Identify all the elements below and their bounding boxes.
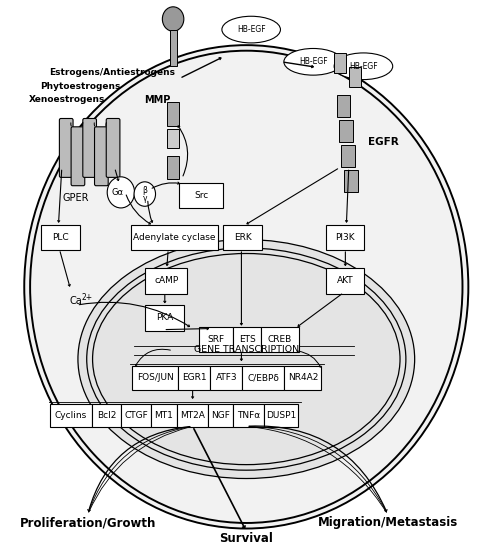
Text: DUSP1: DUSP1 — [266, 411, 296, 420]
Bar — [167, 102, 179, 126]
FancyBboxPatch shape — [179, 183, 223, 208]
FancyBboxPatch shape — [83, 119, 96, 177]
Text: GPER: GPER — [62, 193, 89, 203]
Bar — [167, 156, 179, 179]
Bar — [334, 53, 346, 73]
Ellipse shape — [222, 16, 280, 43]
Text: ATF3: ATF3 — [216, 373, 237, 383]
FancyBboxPatch shape — [92, 404, 121, 427]
FancyBboxPatch shape — [132, 367, 178, 390]
Text: Survival: Survival — [219, 532, 273, 545]
Text: Gα: Gα — [111, 188, 123, 197]
FancyBboxPatch shape — [233, 404, 264, 427]
Text: HB-EGF: HB-EGF — [349, 62, 378, 71]
Bar — [337, 95, 350, 118]
Ellipse shape — [24, 45, 468, 529]
Circle shape — [107, 177, 135, 208]
FancyBboxPatch shape — [233, 328, 261, 352]
FancyBboxPatch shape — [145, 305, 184, 331]
Text: ERK: ERK — [234, 233, 251, 242]
FancyBboxPatch shape — [284, 367, 322, 390]
FancyBboxPatch shape — [59, 119, 73, 177]
Text: EGFR: EGFR — [368, 138, 398, 148]
FancyBboxPatch shape — [178, 367, 210, 390]
Text: Phytoestrogens: Phytoestrogens — [40, 82, 121, 91]
Text: GENE TRANSCRIPTION: GENE TRANSCRIPTION — [194, 345, 299, 354]
Bar — [170, 30, 176, 66]
FancyBboxPatch shape — [264, 404, 298, 427]
FancyBboxPatch shape — [210, 367, 243, 390]
Text: CREB: CREB — [268, 335, 292, 344]
Text: EGR1: EGR1 — [182, 373, 206, 383]
Bar — [344, 170, 357, 192]
FancyBboxPatch shape — [50, 404, 92, 427]
Text: PI3K: PI3K — [335, 233, 355, 242]
Text: MT1: MT1 — [154, 411, 173, 420]
Text: MT2A: MT2A — [180, 411, 205, 420]
Text: Proliferation/Growth: Proliferation/Growth — [20, 516, 156, 530]
Text: 2+: 2+ — [82, 294, 92, 302]
Bar — [349, 67, 361, 87]
Text: FOS/JUN: FOS/JUN — [136, 373, 173, 383]
Text: Src: Src — [194, 191, 208, 200]
Text: Bcl2: Bcl2 — [97, 411, 116, 420]
Text: C/EBPδ: C/EBPδ — [247, 373, 279, 383]
Circle shape — [163, 7, 184, 31]
Text: MMP: MMP — [144, 95, 171, 105]
FancyBboxPatch shape — [243, 367, 284, 390]
Text: Ca: Ca — [70, 296, 82, 306]
Text: Migration/Metastasis: Migration/Metastasis — [318, 516, 458, 530]
FancyBboxPatch shape — [208, 404, 233, 427]
Text: SRF: SRF — [207, 335, 224, 344]
Bar — [341, 145, 355, 167]
Text: NGF: NGF — [211, 411, 230, 420]
Ellipse shape — [334, 53, 393, 80]
FancyBboxPatch shape — [223, 224, 262, 250]
Text: γ: γ — [142, 194, 147, 203]
FancyBboxPatch shape — [326, 268, 364, 294]
FancyBboxPatch shape — [95, 127, 108, 185]
Text: Adenylate cyclase: Adenylate cyclase — [133, 233, 216, 242]
Circle shape — [134, 182, 156, 206]
Text: TNFα: TNFα — [237, 411, 260, 420]
Text: HB-EGF: HB-EGF — [299, 57, 327, 66]
Text: Cyclins: Cyclins — [55, 411, 87, 420]
Text: Estrogens/Antiestrogens: Estrogens/Antiestrogens — [49, 69, 175, 77]
Text: PKA: PKA — [156, 314, 173, 323]
Text: NR4A2: NR4A2 — [288, 373, 318, 383]
FancyBboxPatch shape — [106, 119, 120, 177]
Ellipse shape — [284, 48, 342, 75]
Text: HB-EGF: HB-EGF — [237, 25, 266, 34]
FancyBboxPatch shape — [71, 127, 85, 185]
FancyBboxPatch shape — [261, 328, 299, 352]
FancyBboxPatch shape — [41, 224, 80, 250]
Bar — [339, 120, 353, 143]
Bar — [167, 129, 179, 149]
Text: cAMP: cAMP — [154, 276, 178, 285]
FancyBboxPatch shape — [121, 404, 151, 427]
FancyBboxPatch shape — [326, 224, 364, 250]
Ellipse shape — [78, 240, 415, 478]
FancyBboxPatch shape — [151, 404, 176, 427]
Text: β: β — [142, 186, 147, 195]
FancyBboxPatch shape — [145, 268, 187, 294]
FancyBboxPatch shape — [131, 224, 218, 250]
Text: AKT: AKT — [337, 276, 354, 285]
FancyBboxPatch shape — [199, 328, 233, 352]
Text: CTGF: CTGF — [124, 411, 148, 420]
Text: Xenoestrogens: Xenoestrogens — [29, 95, 106, 104]
Text: ETS: ETS — [239, 335, 255, 344]
Text: PLC: PLC — [53, 233, 69, 242]
FancyBboxPatch shape — [176, 404, 208, 427]
